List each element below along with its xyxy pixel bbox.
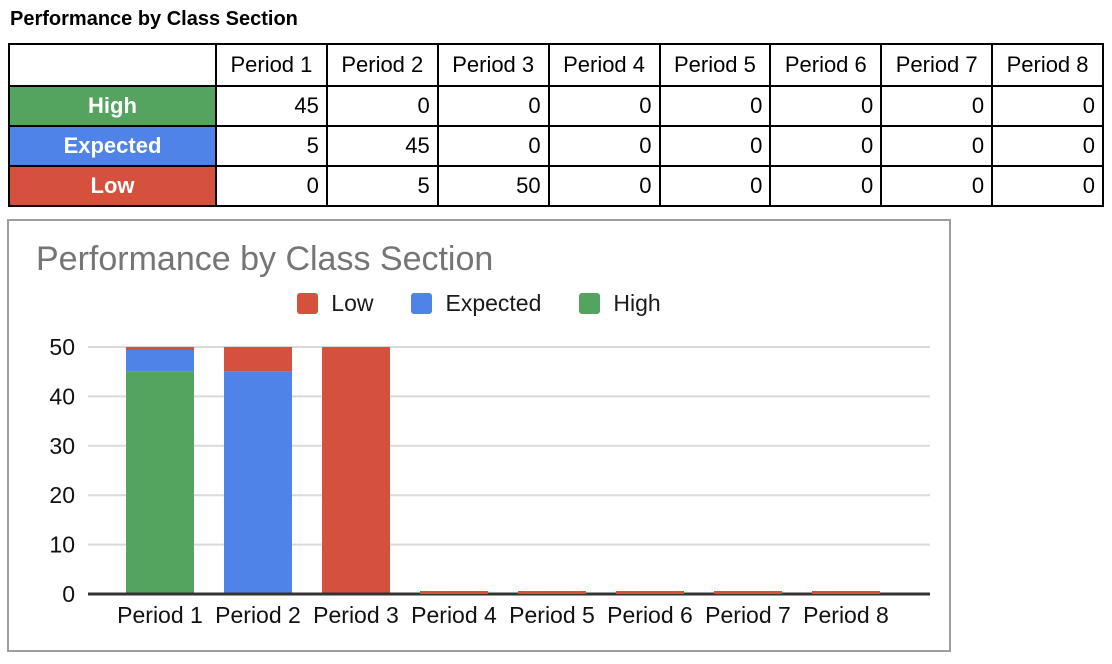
column-header-5[interactable]: Period 5 bbox=[658, 43, 772, 87]
value-cell[interactable]: 0 bbox=[769, 85, 883, 127]
value-cell[interactable]: 0 bbox=[991, 85, 1104, 127]
bar-segment-low-sliver bbox=[812, 591, 880, 594]
value-cell[interactable]: 0 bbox=[547, 125, 661, 167]
value-cell[interactable]: 0 bbox=[436, 125, 550, 167]
value-cell[interactable]: 45 bbox=[215, 85, 328, 127]
row-label-expected[interactable]: Expected bbox=[8, 125, 217, 167]
column-header-4[interactable]: Period 4 bbox=[547, 43, 661, 87]
x-axis-label: Period 2 bbox=[215, 602, 301, 628]
bar-segment-low bbox=[224, 347, 292, 372]
chart-plot-area: 0 10 20 30 40 50 Period 1 Period 2 Period 3 Perio… bbox=[49, 334, 930, 628]
x-axis-label: Period 8 bbox=[803, 602, 889, 628]
embedded-chart[interactable]: Performance by Class Section Low Expected… bbox=[7, 219, 951, 652]
y-tick-label: 0 bbox=[62, 581, 75, 607]
legend-item-expected: Expected bbox=[411, 290, 541, 317]
value-cell[interactable]: 0 bbox=[325, 85, 439, 127]
value-cell[interactable]: 0 bbox=[991, 125, 1104, 167]
x-axis-label: Period 3 bbox=[313, 602, 399, 628]
legend-swatch-icon bbox=[579, 293, 601, 314]
value-cell[interactable]: 0 bbox=[880, 85, 994, 127]
chart-legend: Low Expected High bbox=[9, 290, 949, 317]
column-header-3[interactable]: Period 3 bbox=[436, 43, 550, 87]
y-tick-label: 40 bbox=[49, 383, 75, 409]
bar-segment-high bbox=[126, 371, 194, 594]
x-axis-label: Period 1 bbox=[117, 602, 203, 628]
legend-item-high: High bbox=[579, 290, 661, 317]
y-tick-label: 20 bbox=[49, 482, 75, 508]
x-axis-label: Period 5 bbox=[509, 602, 595, 628]
bar-segment-low-sliver bbox=[714, 591, 782, 594]
value-cell[interactable]: 0 bbox=[215, 165, 328, 207]
page-title: Performance by Class Section bbox=[10, 8, 298, 30]
x-axis-label: Period 6 bbox=[607, 602, 693, 628]
value-cell[interactable]: 0 bbox=[880, 125, 994, 167]
bar-segment-low-sliver bbox=[420, 591, 488, 594]
table-header: Period 1 Period 2 Period 3 Period 4 Period 5… bbox=[8, 43, 1104, 87]
bar-segment-low-sliver bbox=[616, 591, 684, 594]
table-row: Low 0 5 50 0 0 0 0 0 bbox=[8, 165, 1104, 207]
value-cell[interactable]: 0 bbox=[547, 85, 661, 127]
value-cell[interactable]: 0 bbox=[436, 85, 550, 127]
bar-segment-low-sliver bbox=[518, 591, 586, 594]
row-label-low[interactable]: Low bbox=[8, 165, 217, 207]
column-header-7[interactable]: Period 7 bbox=[880, 43, 994, 87]
performance-table: Period 1 Period 2 Period 3 Period 4 Period 5… bbox=[8, 43, 1104, 207]
bar-segment-expected bbox=[224, 371, 292, 594]
column-header-8[interactable]: Period 8 bbox=[991, 43, 1104, 87]
legend-swatch-icon bbox=[411, 293, 433, 314]
value-cell[interactable]: 0 bbox=[769, 125, 883, 167]
table-row: High 45 0 0 0 0 0 0 0 bbox=[8, 85, 1104, 127]
bar-segment-low bbox=[322, 347, 390, 594]
value-cell[interactable]: 5 bbox=[215, 125, 328, 167]
bar-segment-low-sliver bbox=[126, 347, 194, 350]
value-cell[interactable]: 0 bbox=[658, 85, 772, 127]
legend-label: Expected bbox=[445, 290, 542, 316]
table-row: Expected 5 45 0 0 0 0 0 0 bbox=[8, 125, 1104, 167]
bar-segment-expected bbox=[126, 347, 194, 372]
value-cell[interactable]: 0 bbox=[658, 165, 772, 207]
value-cell[interactable]: 0 bbox=[658, 125, 772, 167]
value-cell[interactable]: 0 bbox=[880, 165, 994, 207]
legend-label: Low bbox=[331, 290, 374, 316]
legend-label: High bbox=[613, 290, 661, 316]
value-cell[interactable]: 0 bbox=[991, 165, 1104, 207]
value-cell[interactable]: 0 bbox=[547, 165, 661, 207]
column-header-2[interactable]: Period 2 bbox=[325, 43, 439, 87]
x-axis-label: Period 4 bbox=[411, 602, 497, 628]
chart-title: Performance by Class Section bbox=[36, 240, 494, 278]
value-cell[interactable]: 0 bbox=[769, 165, 883, 207]
table-corner-cell[interactable] bbox=[8, 43, 217, 87]
column-header-6[interactable]: Period 6 bbox=[769, 43, 883, 87]
value-cell[interactable]: 5 bbox=[325, 165, 439, 207]
y-tick-label: 10 bbox=[49, 532, 75, 558]
column-header-1[interactable]: Period 1 bbox=[215, 43, 328, 87]
legend-item-low: Low bbox=[297, 290, 373, 317]
row-label-high[interactable]: High bbox=[8, 85, 217, 127]
x-axis-label: Period 7 bbox=[705, 602, 791, 628]
value-cell[interactable]: 45 bbox=[325, 125, 439, 167]
y-tick-label: 50 bbox=[49, 334, 75, 360]
legend-swatch-icon bbox=[297, 293, 319, 314]
y-tick-label: 30 bbox=[49, 433, 75, 459]
value-cell[interactable]: 50 bbox=[436, 165, 550, 207]
